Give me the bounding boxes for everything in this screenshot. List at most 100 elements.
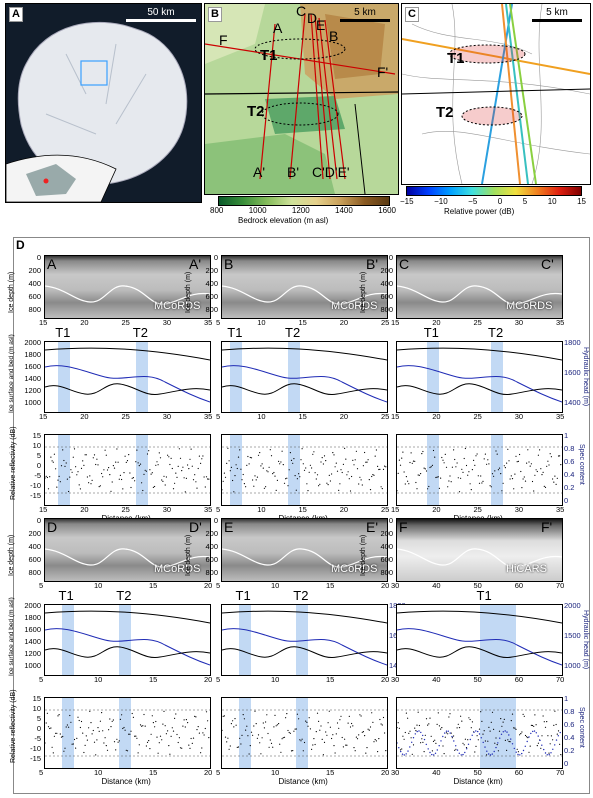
target-shading [58, 342, 71, 412]
cb-c-tick: 0 [497, 197, 503, 206]
surface-tick: 1400 [24, 374, 41, 383]
reflectivity-plot [221, 434, 388, 506]
surface-tick: 2000 [24, 601, 41, 610]
surface-tick: 1200 [24, 649, 41, 658]
hydraulic-axis-label: Hydraulic head (m) [582, 610, 589, 670]
profile-start-label: D [47, 519, 58, 535]
surface-x-tick: 25 [381, 412, 390, 421]
radar-x-tick: 15 [326, 581, 335, 590]
radar-x-tick: 20 [381, 581, 390, 590]
surface-x-tick: 15 [391, 412, 400, 421]
surface-x-tick: 35 [204, 412, 213, 421]
target-shading [296, 698, 309, 768]
profile-start-label: A [47, 256, 57, 272]
panel-b-map: B 5 km A C D E B F F' A' B' C'D'E' T1 T2 [204, 3, 399, 195]
surface-bed-plot [44, 604, 211, 676]
reflectivity-x-tick: 25 [121, 505, 130, 514]
radar-x-tick: 15 [298, 318, 307, 327]
depth-tick: 600 [28, 292, 41, 301]
cb-c-tick: −10 [434, 197, 448, 206]
depth-tick: 400 [205, 542, 218, 551]
depth-tick: 200 [380, 529, 393, 538]
surface-axis-label: Ice surface and bed (m asl) [8, 334, 15, 413]
reflectivity-plot [396, 434, 563, 506]
depth-tick: 400 [205, 279, 218, 288]
surface-tick: 1000 [24, 398, 41, 407]
ice-depth-axis-label: Ice depth (m) [185, 534, 192, 576]
reflectivity-x-tick: 70 [556, 768, 565, 777]
radargram-C [396, 255, 563, 319]
hydraulic-tick: 1500 [564, 631, 581, 640]
depth-tick: 800 [205, 568, 218, 577]
radar-x-tick: 10 [94, 581, 103, 590]
profile-start-label: C [399, 256, 410, 272]
target-label-t1: T1 [58, 588, 74, 603]
reflectivity-tick: -10 [30, 481, 41, 490]
target-label-t2: T2 [488, 325, 504, 340]
cb-b-tick: 1400 [335, 206, 353, 215]
spec-tick: 0.8 [564, 707, 575, 716]
ice-depth-axis-label: Ice depth (m) [8, 534, 15, 576]
target-t1-outline [254, 38, 346, 60]
reflectivity-tick: -15 [30, 754, 41, 763]
reflectivity-x-tick: 5 [216, 768, 221, 777]
panel-d-frame [13, 237, 590, 794]
spec-tick: 0.4 [564, 470, 575, 479]
reflectivity-plot [396, 697, 563, 769]
target-t1-label: T1 [260, 47, 278, 64]
colorbar-bedrock-ticks: 800 1000 1200 1400 1600 [210, 206, 396, 215]
panel-d-label: D [16, 238, 25, 252]
colorbar-power [406, 186, 582, 196]
reflectivity-x-tick: 10 [257, 505, 266, 514]
scale-bar-b: 5 km [340, 7, 390, 22]
cb-c-tick: 10 [547, 197, 557, 206]
colorbar-bedrock [218, 196, 390, 206]
line-label-cde-prime: C'D'E' [312, 164, 350, 180]
line-label-e: E [316, 17, 326, 33]
radar-x-tick: 40 [432, 581, 441, 590]
radar-source-label: MCoRDS [506, 300, 553, 312]
target-shading [491, 435, 504, 505]
ice-depth-axis-label: Ice depth (m) [185, 271, 192, 313]
radar-x-tick: 15 [39, 318, 48, 327]
line-label-f-prime: F' [377, 64, 389, 80]
surface-bed-plot [396, 604, 563, 676]
radar-x-tick: 25 [121, 318, 130, 327]
cb-c-tick: −5 [468, 197, 478, 206]
reflectivity-x-tick: 10 [94, 768, 103, 777]
ice-depth-axis-label: Ice depth (m) [360, 271, 367, 313]
hydraulic-tick: 1400 [564, 398, 581, 407]
reflectivity-x-tick: 20 [381, 768, 390, 777]
surface-tick: 1600 [24, 625, 41, 634]
reflectivity-plot [44, 434, 211, 506]
line-label-b: B [329, 28, 339, 44]
target-label-t1: T1 [227, 325, 243, 340]
spec-tick: 1 [564, 431, 569, 440]
radar-x-tick: 5 [216, 318, 221, 327]
radar-x-tick: 20 [204, 581, 213, 590]
reflectivity-x-tick: 10 [271, 768, 280, 777]
depth-tick: 800 [28, 568, 41, 577]
panel-c-label: C [405, 7, 419, 22]
depth-tick: 200 [205, 266, 218, 275]
depth-tick: 200 [28, 266, 41, 275]
depth-tick: 0 [213, 516, 218, 525]
hydraulic-tick: 2000 [564, 601, 581, 610]
surface-x-tick: 50 [473, 675, 482, 684]
reflectivity-tick: 15 [32, 694, 41, 703]
depth-tick: 800 [28, 305, 41, 314]
surface-x-tick: 60 [514, 675, 524, 684]
depth-tick: 0 [388, 516, 393, 525]
surface-tick: 1800 [24, 613, 41, 622]
reflectivity-x-tick: 25 [381, 505, 390, 514]
cb-b-tick: 1200 [291, 206, 310, 215]
radar-source-label: MCoRDS [154, 300, 201, 312]
target-shading [230, 435, 243, 505]
colorbar-bedrock-label: Bedrock elevation (m asl) [238, 216, 329, 225]
reflectivity-tick: 15 [32, 431, 41, 440]
depth-tick: 800 [380, 568, 393, 577]
surface-axis-label: Ice surface and bed (m asl) [8, 597, 15, 676]
surface-x-tick: 20 [432, 412, 441, 421]
colorbar-power-label: Relative power (dB) [444, 207, 515, 216]
depth-tick: 200 [380, 266, 393, 275]
